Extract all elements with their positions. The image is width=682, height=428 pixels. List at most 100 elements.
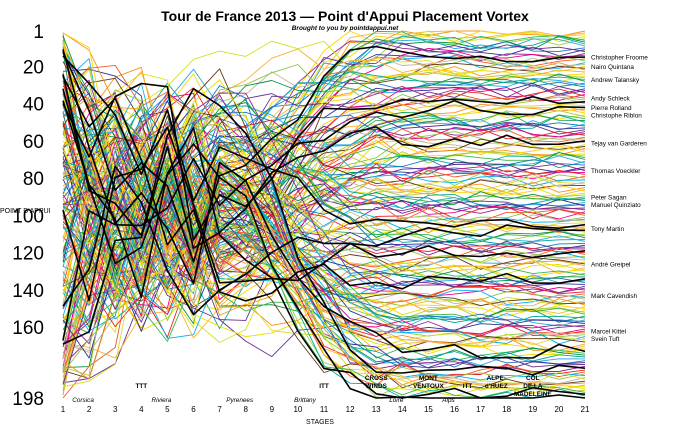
highlight-series-line — [62, 100, 586, 399]
series-line — [62, 149, 586, 321]
series-line — [62, 157, 586, 326]
x-tick-label: 2 — [87, 405, 92, 414]
stage-annotation: DE LA — [523, 383, 543, 390]
x-tick-label: 19 — [528, 405, 537, 414]
series-line — [62, 155, 586, 320]
stage-annotation: COL — [526, 375, 540, 382]
rider-label: Thomas Voeckler — [591, 168, 641, 175]
rider-label: Tejay van Garderen — [591, 140, 647, 147]
stage-annotation: Alps — [441, 397, 455, 404]
rider-label: Tony Martin — [591, 226, 624, 233]
stage-annotation: MONT — [419, 375, 438, 382]
highlight-series-line — [62, 82, 586, 241]
rider-labels: Christopher Froome Nairo Quintana Andrew T… — [591, 55, 648, 343]
series-line — [62, 151, 586, 386]
series-line — [62, 207, 586, 324]
x-tick-label: 18 — [502, 405, 511, 414]
series-line — [62, 41, 586, 397]
series-line — [62, 91, 586, 316]
series-line — [62, 82, 586, 366]
y-tick-label: 1 — [33, 22, 44, 43]
x-tick-label: 7 — [217, 405, 222, 414]
y-tick-label: 160 — [12, 318, 44, 339]
x-tick-label: 1 — [61, 405, 66, 414]
rider-label: Marcel Kittel — [591, 328, 626, 335]
series-line — [62, 138, 586, 266]
x-tick-label: 9 — [270, 405, 275, 414]
x-tick-label: 13 — [372, 405, 381, 414]
series-line — [62, 58, 586, 209]
stage-annotation: Corsica — [72, 397, 94, 404]
series-line — [62, 71, 586, 184]
rider-label: Pierre Rolland — [591, 105, 632, 112]
y-tick-label: 120 — [12, 244, 44, 265]
y-tick-label: 60 — [23, 132, 44, 153]
series-line — [62, 175, 586, 373]
x-tick-label: 16 — [450, 405, 459, 414]
x-tick-label: 6 — [191, 405, 196, 414]
stage-annotation: MADELEINE — [514, 391, 552, 398]
series-line — [62, 92, 586, 307]
x-tick-label: 21 — [581, 405, 590, 414]
highlight-series-line — [62, 126, 586, 345]
highlight-series-line — [62, 76, 586, 302]
series-line — [62, 126, 586, 370]
series-line — [62, 41, 586, 280]
y-tick-label: 40 — [23, 95, 44, 116]
stage-annotation: Pyrenees — [226, 397, 254, 404]
rider-label: André Greipel — [591, 261, 630, 268]
series-line — [62, 182, 586, 353]
chart-subtitle: Brought to you by pointdappui.net — [292, 25, 399, 32]
stage-annotation: Loire — [389, 397, 404, 404]
x-tick-label: 11 — [320, 405, 329, 414]
series-line — [62, 93, 586, 338]
rider-label: Andy Schleck — [591, 96, 631, 103]
x-tick-label: 17 — [476, 405, 485, 414]
series-lines — [62, 30, 586, 399]
highlight-series-line — [62, 55, 586, 229]
x-tick-label: 10 — [293, 405, 302, 414]
series-line — [62, 148, 586, 323]
series-line — [62, 161, 586, 332]
rider-label: Svein Tuft — [591, 336, 620, 343]
x-tick-label: 3 — [113, 405, 118, 414]
y-tick-label: 140 — [12, 281, 44, 302]
highlight-series-line — [62, 45, 586, 263]
stage-annotation: ALPE- — [487, 375, 506, 382]
x-tick-label: 8 — [243, 405, 248, 414]
highlight-series-line — [62, 88, 586, 399]
series-line — [62, 88, 586, 299]
highlight-series-line — [62, 74, 586, 376]
chart-title: Tour de France 2013 — Point d'Appui Plac… — [161, 8, 529, 24]
series-line — [62, 140, 586, 359]
rider-label: Manuel Quinziato — [591, 202, 641, 209]
x-tick-label: 5 — [165, 405, 170, 414]
series-line — [62, 106, 586, 272]
x-axis-ticks: 1 2 3 4 5 6 7 8 9 10 11 12 13 14 15 16 17 18 19 20 21 — [61, 405, 590, 414]
y-tick-label: 80 — [23, 169, 44, 190]
x-tick-label: 12 — [346, 405, 355, 414]
y-tick-label: 20 — [23, 57, 44, 78]
series-line — [62, 40, 586, 354]
stage-annotation: ITT — [319, 383, 329, 390]
x-tick-label: 14 — [398, 405, 407, 414]
series-line — [62, 160, 586, 386]
series-line — [62, 116, 586, 267]
x-tick-label: 15 — [424, 405, 433, 414]
highlight-series-line — [62, 126, 586, 302]
stage-annotation: ITT — [463, 383, 473, 390]
y-tick-label: 100 — [12, 206, 44, 227]
series-line — [62, 94, 586, 345]
x-tick-label: 20 — [554, 405, 563, 414]
series-line — [62, 69, 586, 273]
x-axis-label: STAGES — [306, 419, 334, 426]
rider-label: Mark Cavendish — [591, 293, 638, 300]
series-line — [62, 142, 586, 385]
stage-annotation: WINDS — [366, 383, 388, 390]
series-line — [62, 110, 586, 320]
stage-annotation: VENTOUX — [413, 383, 445, 390]
series-line — [62, 140, 586, 321]
rider-label: Nairo Quintana — [591, 64, 634, 71]
